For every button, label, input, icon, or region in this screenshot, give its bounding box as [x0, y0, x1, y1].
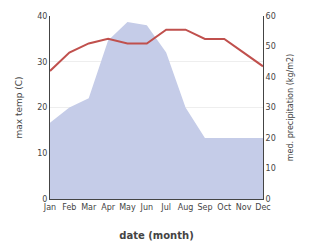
svg-text:20: 20	[37, 103, 47, 112]
svg-text:60: 60	[266, 12, 276, 21]
svg-text:Nov: Nov	[236, 203, 252, 212]
svg-text:Dec: Dec	[255, 203, 270, 212]
svg-text:10: 10	[266, 164, 276, 173]
svg-text:30: 30	[266, 103, 276, 112]
svg-text:20: 20	[266, 134, 276, 143]
svg-text:30: 30	[37, 58, 47, 67]
svg-text:Sep: Sep	[197, 203, 212, 212]
svg-text:Mar: Mar	[81, 203, 97, 212]
svg-text:Oct: Oct	[217, 203, 231, 212]
svg-text:0: 0	[42, 195, 47, 204]
svg-text:0: 0	[266, 195, 271, 204]
svg-text:max temp (C): max temp (C)	[14, 76, 24, 138]
svg-text:50: 50	[266, 42, 276, 51]
svg-text:40: 40	[37, 12, 47, 21]
svg-text:Feb: Feb	[62, 203, 76, 212]
svg-text:med. precipitation (kg/m2): med. precipitation (kg/m2)	[286, 54, 295, 161]
svg-text:40: 40	[266, 73, 276, 82]
svg-text:10: 10	[37, 149, 47, 158]
svg-text:Aug: Aug	[178, 203, 194, 212]
svg-text:Jan: Jan	[43, 203, 56, 212]
svg-text:Jul: Jul	[160, 203, 171, 212]
svg-text:Jun: Jun	[140, 203, 154, 212]
svg-text:Apr: Apr	[101, 203, 116, 212]
svg-text:date (month): date (month)	[119, 230, 193, 241]
svg-text:May: May	[119, 203, 136, 212]
